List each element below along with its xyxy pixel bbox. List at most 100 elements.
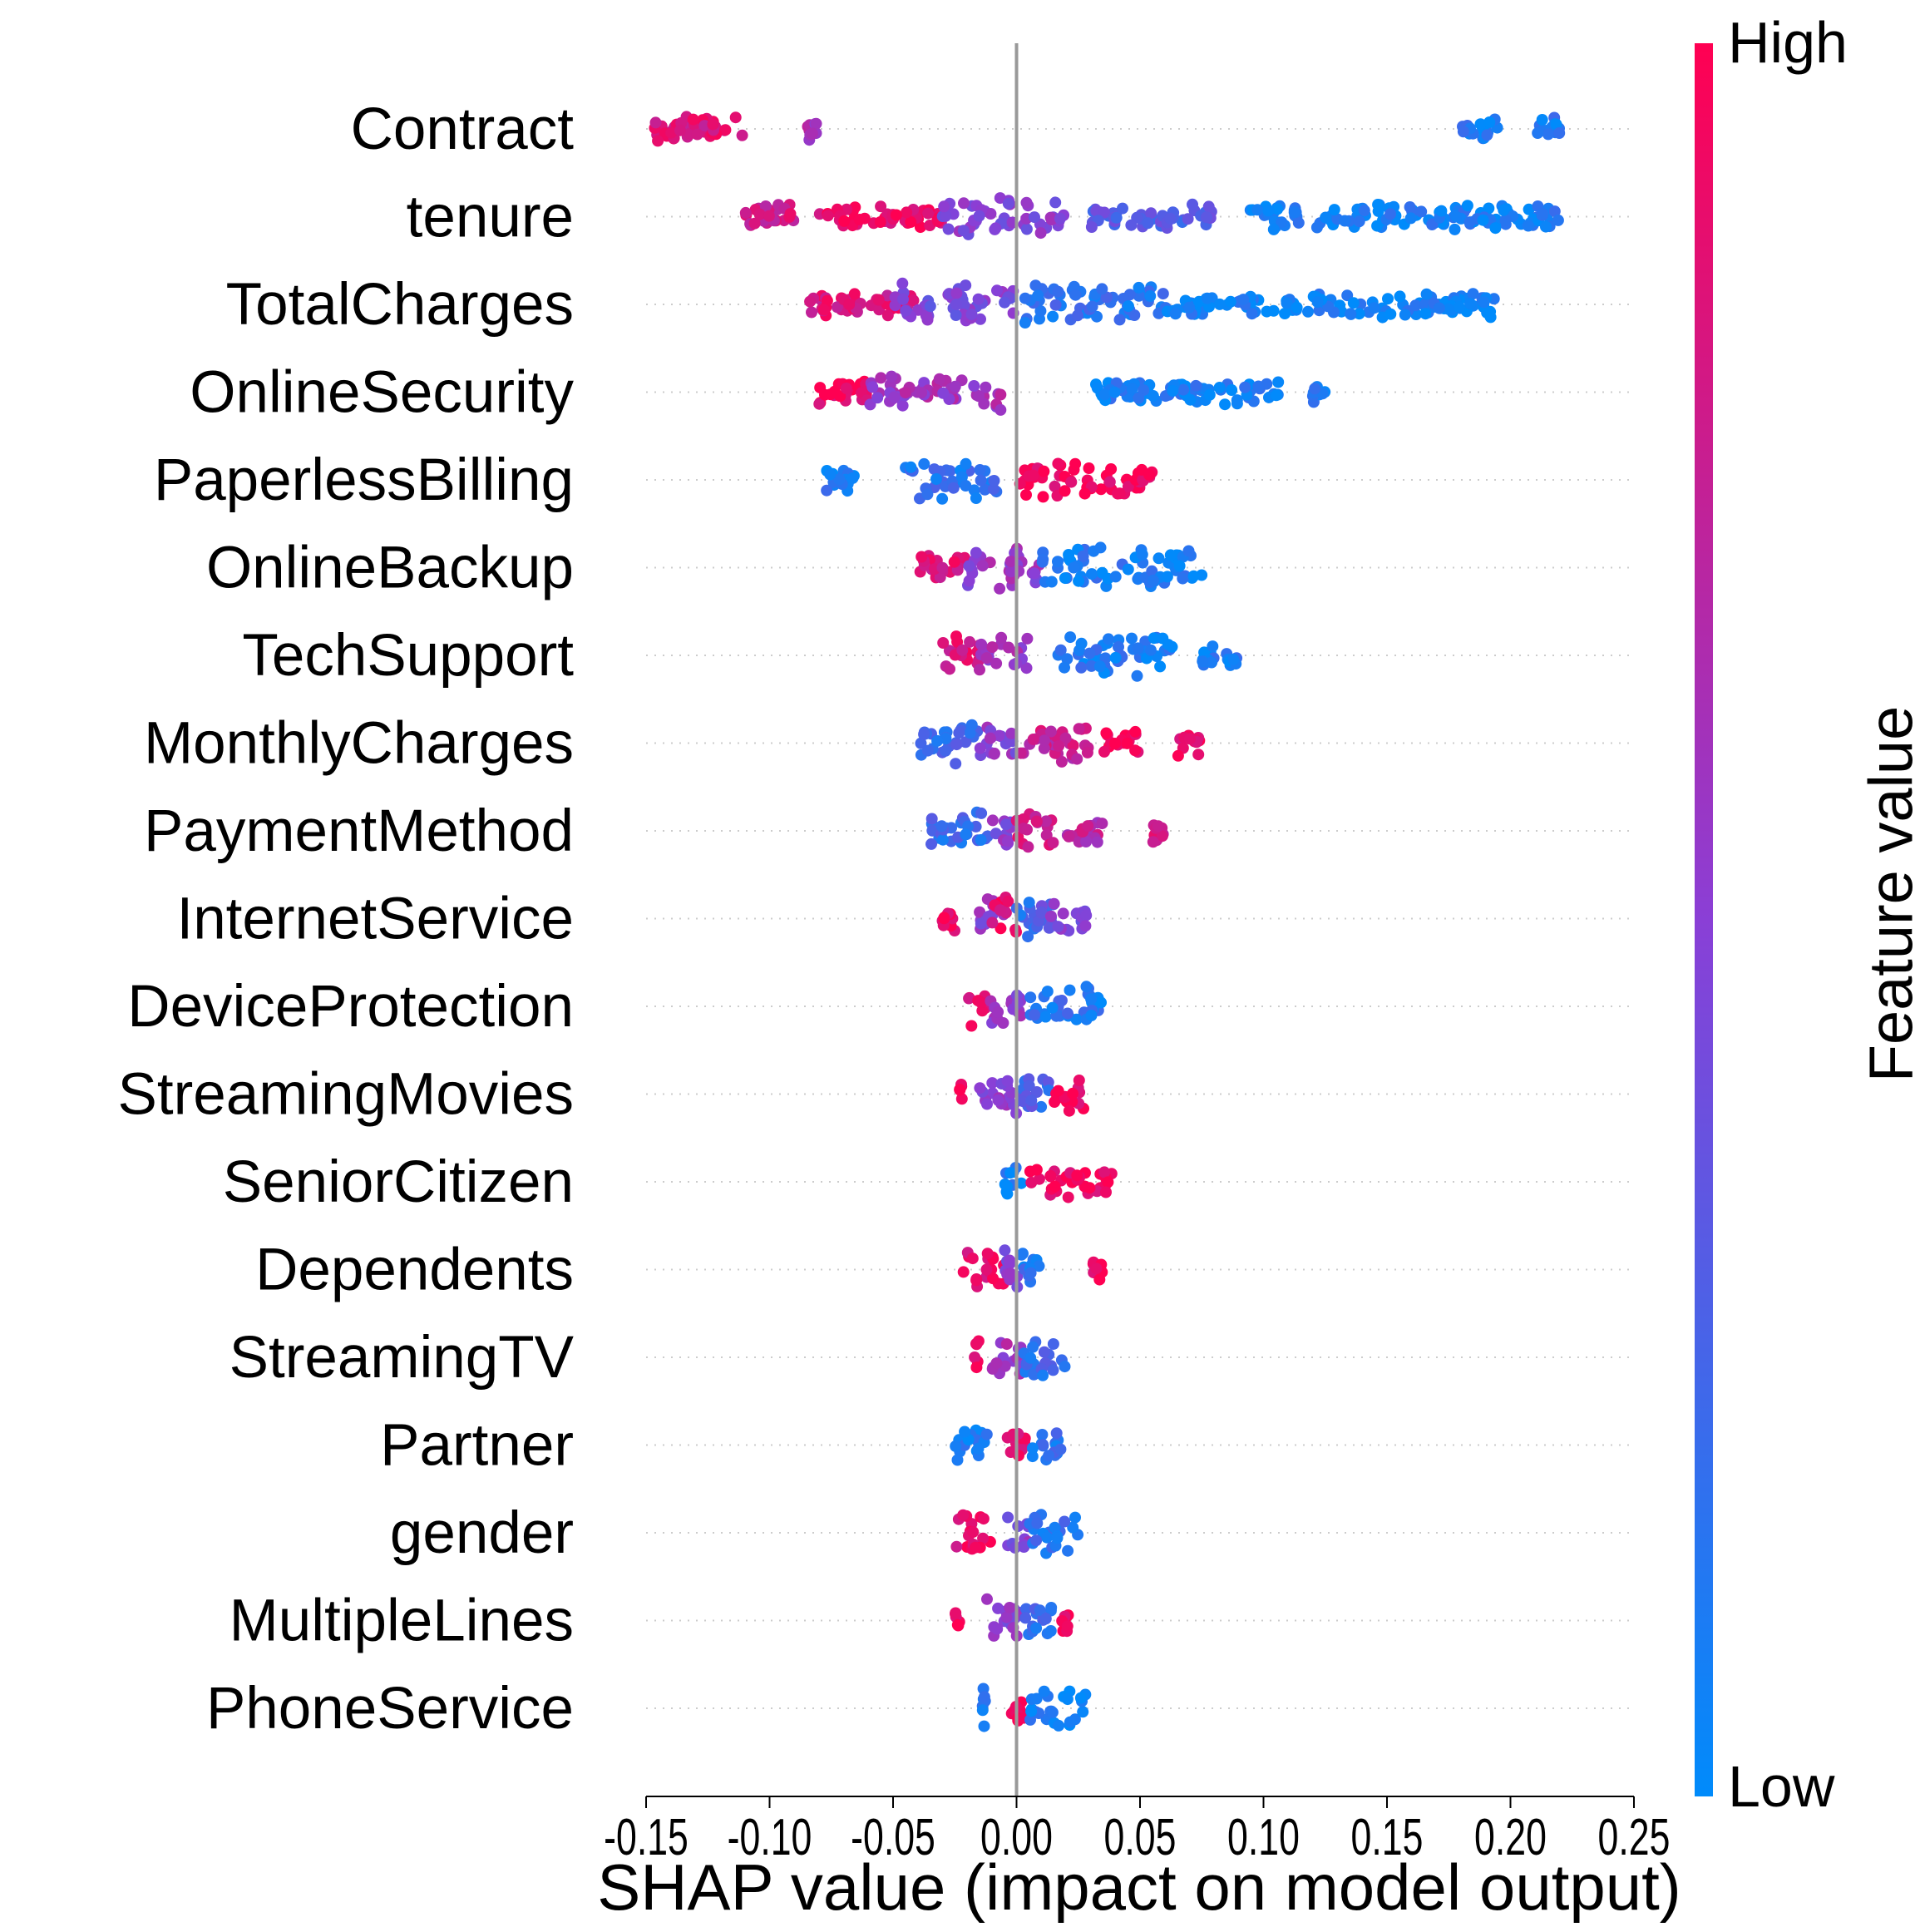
data-point	[963, 992, 975, 1005]
data-point	[1147, 574, 1159, 586]
data-point	[960, 480, 972, 492]
data-point	[1467, 288, 1479, 300]
data-point	[990, 1357, 1003, 1370]
data-point	[1083, 647, 1096, 660]
data-point	[967, 1526, 980, 1538]
data-point	[1030, 1164, 1043, 1176]
data-point	[1001, 1188, 1014, 1200]
data-point	[1145, 207, 1157, 220]
data-point	[1043, 1450, 1055, 1462]
data-point	[1002, 895, 1014, 907]
data-point	[1117, 202, 1128, 215]
data-point	[950, 1540, 963, 1553]
data-point	[1177, 383, 1190, 396]
data-point	[1164, 212, 1177, 225]
data-point	[1059, 661, 1070, 674]
data-point	[1096, 818, 1108, 830]
data-point	[1100, 1186, 1112, 1198]
data-point	[1433, 302, 1445, 314]
data-point	[1063, 830, 1075, 842]
data-point	[935, 820, 948, 833]
data-point	[1498, 204, 1510, 216]
data-point	[981, 1248, 994, 1260]
data-point	[1532, 127, 1544, 139]
data-point	[947, 482, 960, 494]
data-point	[1048, 897, 1060, 910]
feature-label: DeviceProtection	[127, 974, 574, 1040]
data-point	[1113, 640, 1124, 653]
data-point	[1024, 1713, 1036, 1726]
x-tick-label: -0.05	[851, 1809, 935, 1866]
data-point	[975, 807, 988, 819]
data-point	[1073, 723, 1085, 735]
data-point	[674, 124, 686, 136]
data-point	[1077, 550, 1089, 562]
data-point	[1037, 491, 1049, 503]
data-point	[1023, 897, 1035, 909]
data-point	[1049, 480, 1061, 492]
data-point	[736, 129, 748, 141]
data-point	[1062, 1191, 1074, 1203]
data-point	[1025, 1705, 1038, 1717]
data-point	[1061, 1620, 1073, 1633]
data-point	[1481, 129, 1493, 141]
data-point	[886, 370, 898, 383]
data-point	[974, 1082, 986, 1094]
feature-label: OnlineBackup	[206, 536, 574, 601]
data-point	[1029, 1009, 1041, 1021]
data-point	[1536, 114, 1548, 126]
data-point	[1320, 211, 1332, 224]
data-point	[1034, 227, 1047, 240]
feature-label: TechSupport	[242, 623, 574, 689]
data-point	[905, 461, 917, 473]
x-tick-label: -0.10	[728, 1809, 812, 1866]
data-point	[1045, 910, 1057, 922]
x-tick-label: 0.05	[1104, 1809, 1177, 1866]
data-point	[1026, 1442, 1039, 1455]
data-point	[1041, 1531, 1053, 1544]
data-point	[1020, 1603, 1032, 1615]
data-point	[1072, 309, 1083, 322]
data-point	[1071, 753, 1083, 765]
data-point	[964, 727, 976, 739]
data-point	[1550, 118, 1562, 131]
data-point	[1148, 632, 1160, 645]
data-point	[1046, 1001, 1059, 1014]
data-point	[1004, 1258, 1016, 1270]
data-point	[888, 391, 901, 403]
data-point	[1032, 289, 1044, 302]
data-point	[937, 833, 949, 846]
feature-label: gender	[390, 1500, 574, 1566]
data-point	[819, 388, 831, 401]
data-point	[1024, 991, 1037, 1004]
data-point	[840, 382, 852, 394]
data-point	[1224, 295, 1236, 308]
data-point	[1052, 1085, 1064, 1097]
x-axis: -0.15 -0.10 -0.05 0.00 0.05 0.10 0.15 0.20 0.25	[604, 1796, 1670, 1866]
data-point	[806, 306, 817, 319]
data-point	[1001, 1075, 1014, 1087]
data-point	[965, 309, 978, 320]
data-point	[1052, 285, 1064, 298]
data-point	[1024, 1351, 1037, 1364]
data-point	[846, 472, 859, 484]
data-point	[1353, 308, 1365, 320]
data-point	[1038, 1346, 1050, 1358]
data-point	[1049, 299, 1062, 311]
data-point	[763, 210, 775, 222]
data-point	[920, 309, 932, 322]
data-point	[986, 1077, 999, 1090]
data-point	[1059, 732, 1072, 744]
data-point	[968, 380, 980, 392]
data-point	[963, 560, 975, 572]
data-point	[1126, 383, 1138, 395]
data-point	[1457, 126, 1469, 138]
data-point	[1054, 212, 1066, 225]
data-point	[871, 392, 884, 404]
data-point	[915, 737, 927, 749]
data-point	[1207, 640, 1219, 653]
data-point	[1399, 309, 1411, 321]
feature-label: MultipleLines	[230, 1589, 574, 1654]
data-point	[994, 582, 1006, 595]
data-point	[951, 1454, 964, 1466]
